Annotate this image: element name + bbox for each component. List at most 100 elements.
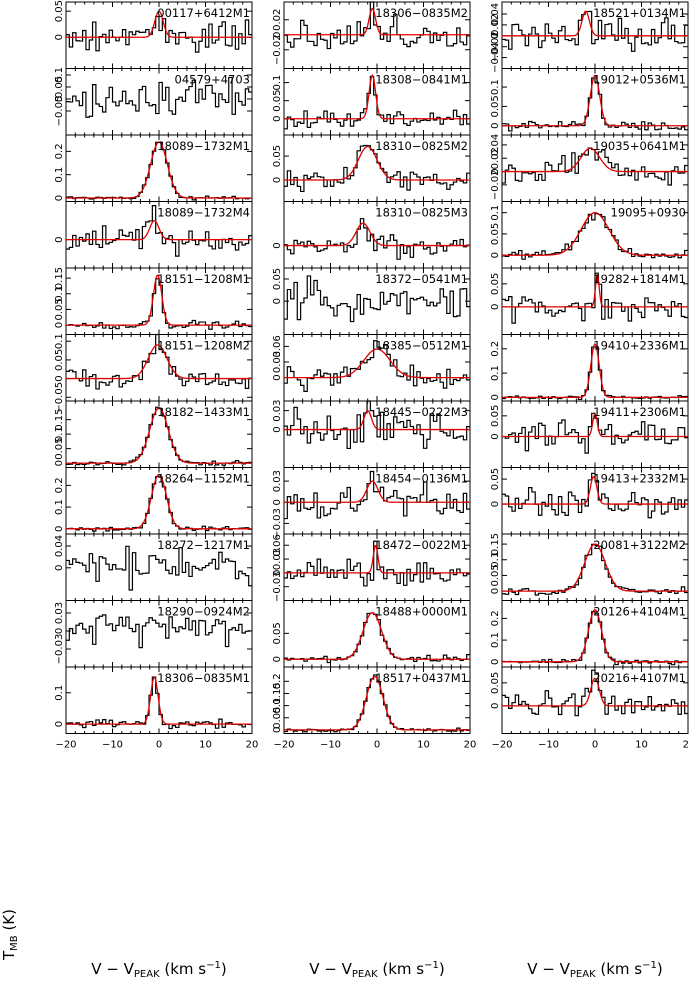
gaussian-fit-line: [502, 342, 688, 399]
y-tick-label: 0: [272, 727, 283, 733]
spectrum-panel: 0 0.05 00117+6412M1: [54, 0, 253, 69]
spectrum-panel: 0 0.1 0.2 18264−1152M1: [54, 467, 253, 535]
y-tick-label: 0: [272, 374, 283, 380]
spectrum-panel: 0 0.1 0.2 19410+2336M1: [490, 334, 689, 402]
gaussian-fit-line: [502, 274, 688, 308]
spectrum-histogram: [66, 278, 252, 330]
x-axis-title-close: ): [657, 960, 663, 978]
y-tick-label: 0: [272, 298, 283, 304]
y-tick-label: 0.03: [272, 470, 283, 492]
y-tick-label: 0: [54, 460, 65, 466]
spectrum-source-label: 18151−1208M2: [157, 339, 250, 353]
spectrum-source-label: 18306−0835M1: [157, 671, 250, 685]
spectrum-source-label: 18290−0924M2: [157, 605, 250, 619]
y-tick-label: 0.1: [54, 685, 65, 701]
spectrum-panel: 0 0.05 18310−0825M2: [272, 134, 471, 202]
y-tick-label: 0: [490, 394, 501, 400]
spectrum-source-label: 18454−0136M1: [375, 472, 468, 486]
spectrum-panel: 0 0.05 19282+1814M1: [490, 267, 689, 335]
x-tick-label: −20: [55, 740, 76, 751]
y-tick-label: 0.05: [490, 564, 501, 586]
svg-text:TMB (K): TMB (K): [0, 909, 20, 961]
y-tick-label: 0.05: [490, 223, 501, 245]
gaussian-fit-line: [284, 7, 470, 36]
spectrum-panel: 0 0.050.1 18308−0841M1: [272, 68, 471, 136]
y-tick-label: 0: [490, 33, 501, 39]
gaussian-fit-line: [502, 608, 688, 663]
gaussian-fit-line: [66, 473, 252, 530]
gaussian-fit-line: [502, 543, 688, 592]
spectrum-panel: 00.050.10.150.2 18517+0437M1−20 −10 0 10 20: [272, 666, 477, 751]
gaussian-fit-line: [284, 675, 470, 731]
y-tick-label: 0.05: [490, 405, 501, 427]
spectrum-histogram: [502, 213, 688, 260]
x-tick-label: 20: [464, 740, 477, 751]
spectrum-histogram: [284, 470, 470, 520]
y-tick-label: 0: [54, 34, 65, 40]
y-tick-label: 0.06: [272, 335, 283, 357]
spectrum-histogram: [66, 15, 252, 53]
y-tick-label: 0.2: [54, 143, 65, 159]
y-tick-label: 0: [54, 195, 65, 201]
gaussian-fit-line: [502, 476, 688, 505]
y-tick-label: 0.15: [54, 267, 65, 289]
x-axis-title-close: ): [439, 960, 445, 978]
spectrum-source-label: 00117+6412M1: [157, 6, 250, 20]
y-tick-label: 0: [490, 501, 501, 507]
y-tick-label: 0.05: [54, 0, 65, 22]
y-tick-label: 0.02: [490, 14, 501, 36]
y-tick-label: 0.05: [54, 349, 65, 371]
y-tick-label: 0.03: [54, 602, 65, 624]
y-tick-label: 0.06: [272, 534, 283, 556]
y-tick-label: 0: [490, 252, 501, 258]
spectrum-histogram: [502, 472, 688, 519]
x-axis-title-sub: PEAK: [134, 969, 160, 980]
gaussian-fit-line: [66, 220, 252, 241]
spectrum-histogram: [66, 333, 252, 390]
y-tick-label: 0.03: [272, 548, 283, 570]
spectrum-panel: 0 0.1 18306−0835M1 −20 −10 0 10 20: [54, 666, 258, 751]
x-axis-title-sub: PEAK: [352, 969, 378, 980]
spectrum-source-label: 18264−1152M1: [157, 472, 250, 486]
y-tick-label: −0.02: [490, 170, 501, 201]
gaussian-fit-line: [66, 274, 252, 326]
x-axis-title-exp: −1: [206, 960, 221, 971]
gaussian-fit-line: [502, 412, 688, 438]
y-tick-label: −0.02: [490, 31, 501, 62]
y-tick-label: 0.05: [54, 76, 65, 98]
spectrum-panel: 00.030.06 18385−0512M1: [272, 334, 471, 402]
y-tick-label: 0: [54, 526, 65, 532]
gaussian-fit-line: [66, 10, 252, 38]
spectrum-histogram: [66, 76, 252, 118]
gaussian-fit-line: [502, 10, 688, 37]
gaussian-fit-line: [284, 611, 470, 660]
spectrum-panel: 0 0.050.10.15 20081+3122M2: [490, 533, 689, 601]
y-tick-label: 0: [272, 242, 283, 248]
spectrum-panel: 0 0.1 0.2 20126+4104M1: [490, 600, 689, 668]
y-tick-label: 0: [272, 177, 283, 183]
y-tick-label: 0.03: [272, 351, 283, 373]
y-tick-label: 0: [54, 96, 65, 102]
spectrum-source-label: 18472−0022M1: [375, 538, 468, 552]
y-tick-label: 0.1: [272, 698, 283, 714]
spectrum-panel: 0 0.04 18272−1217M1: [54, 533, 253, 601]
gaussian-fit-line: [284, 222, 470, 247]
x-axis-title-main: V − V: [91, 960, 134, 978]
x-tick-label: −10: [320, 740, 341, 751]
spectrum-source-label: 18310−0825M3: [375, 206, 468, 220]
x-tick-label: 0: [374, 740, 380, 751]
gaussian-fit-line: [502, 677, 688, 707]
y-tick-label: 0: [490, 123, 501, 129]
y-tick-label: 0.05: [54, 298, 65, 320]
y-tick-label: −0.02: [272, 34, 283, 65]
y-tick-label: 0.1: [490, 205, 501, 221]
spectrum-panel: 0 18310−0825M3: [272, 201, 471, 269]
x-axis-title-exp: −1: [642, 960, 657, 971]
y-tick-label: 0.05: [272, 268, 283, 290]
spectrum-source-label: 18445−0222M3: [375, 405, 468, 419]
spectrum-histogram: [502, 610, 688, 666]
gaussian-fit-line: [66, 675, 252, 725]
gaussian-fit-line: [284, 409, 470, 431]
